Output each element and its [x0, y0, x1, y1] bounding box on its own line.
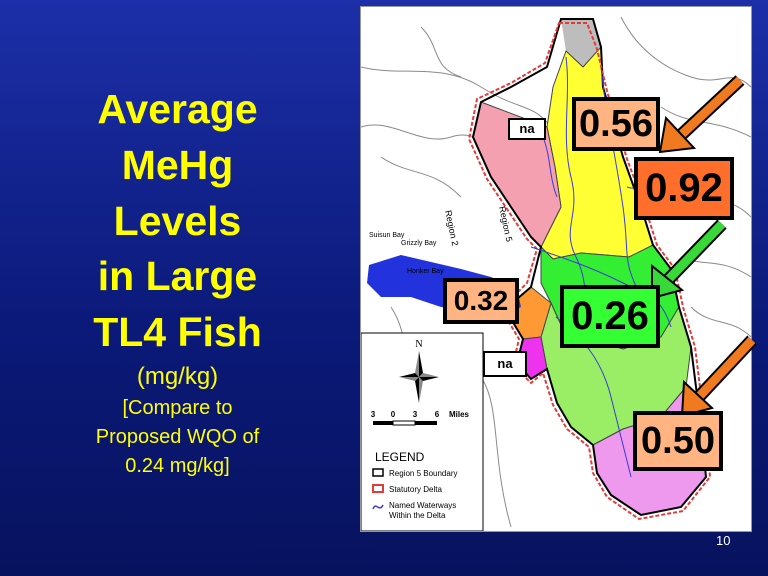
background-rivers [361, 16, 751, 528]
page-number: 10 [716, 533, 731, 548]
value-label-northeast: 0.92 [634, 157, 734, 220]
region-2-label: Region 2 [443, 209, 460, 246]
scale-tick-label: 0 [391, 410, 396, 419]
compare-note-line: [Compare to [122, 396, 233, 419]
legend-item-label: Statutory Delta [389, 485, 442, 494]
value-text: 0.26 [571, 294, 649, 338]
compare-note-line: Proposed WQO of [95, 425, 260, 448]
title-line: Levels [113, 197, 242, 244]
value-text: 0.50 [641, 420, 715, 462]
na-label-south-west: na [483, 351, 527, 377]
legend-swatch-statutory [372, 484, 384, 493]
na-label-north-west: na [508, 118, 546, 140]
title-line: MeHg [121, 141, 234, 188]
honker-bay-label: Honker Bay [407, 268, 444, 275]
slide-title: Average MeHg Levels in Large TL4 Fish (m… [40, 82, 315, 479]
legend-title: LEGEND [375, 450, 425, 464]
legend-item-label: Region 5 Boundary [389, 469, 458, 478]
value-text: 0.56 [579, 103, 653, 145]
na-text: na [497, 356, 513, 371]
scale-tick-label: 3 [371, 410, 376, 419]
value-label-central: 0.26 [560, 285, 660, 348]
scale-unit-label: Miles [449, 410, 470, 419]
title-line: Average [97, 86, 258, 132]
compass-rose-icon [399, 351, 439, 403]
title-line: TL4 Fish [93, 309, 262, 355]
title-line: in Large [97, 253, 258, 300]
scale-tick-label: 3 [413, 410, 418, 419]
value-text: 0.92 [645, 166, 723, 210]
legend-item-label-cont: Within the Delta [389, 511, 446, 520]
legend-swatch-region5 [372, 468, 384, 477]
units-label: (mg/kg) [136, 362, 219, 390]
legend-panel: N 3 0 3 6 Miles [361, 332, 484, 531]
region-5-boundary [471, 18, 708, 517]
region-5-label: Region 5 [497, 205, 514, 242]
value-label-south: 0.50 [633, 411, 723, 471]
statutory-delta-boundary [467, 22, 712, 521]
yellow-north-region [540, 45, 654, 260]
compass-north-label: N [415, 339, 422, 350]
compare-note-line: 0.24 mg/kg] [125, 454, 230, 477]
value-label-north: 0.56 [572, 97, 660, 151]
suisun-bay-label: Suisun Bay [369, 232, 405, 239]
grizzly-bay-label: Grizzly Bay [401, 240, 437, 247]
legend-item-label: Named Waterways [389, 501, 456, 510]
value-label-west: 0.32 [443, 278, 519, 324]
value-text: 0.32 [453, 285, 509, 316]
scale-bar: 3 0 3 6 Miles [371, 410, 470, 426]
scale-tick-label: 6 [435, 410, 440, 419]
na-text: na [519, 121, 535, 136]
legend-swatch-waterways [372, 504, 384, 510]
